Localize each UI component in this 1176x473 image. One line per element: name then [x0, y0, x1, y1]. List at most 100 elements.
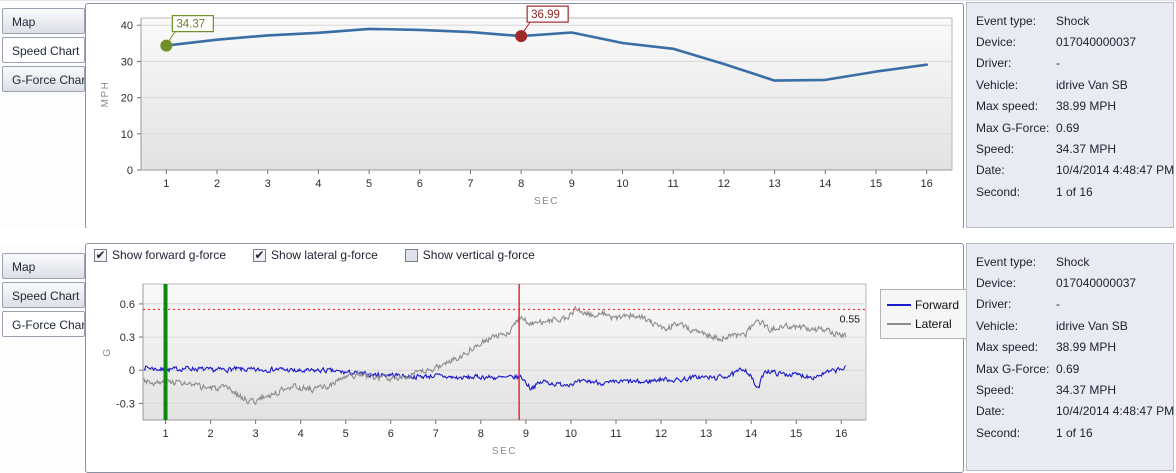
forward-gforce-line [143, 365, 847, 391]
info-label: Speed: [976, 142, 1015, 157]
svg-text:4: 4 [298, 428, 304, 440]
info-value: 1 of 16 [1056, 184, 1093, 199]
show-vertical-gforce-toggle[interactable]: Show vertical g-force [404, 248, 535, 262]
top-tab-map[interactable]: Map [2, 8, 85, 34]
checkbox-vertical-label: Show vertical g-force [422, 248, 535, 262]
info-label: Event type: [976, 254, 1037, 269]
info-row: Driver: - [976, 53, 1173, 74]
info-value: Shock [1056, 254, 1090, 269]
svg-text:2: 2 [208, 428, 214, 440]
top-tab-speed-chart[interactable]: Speed Chart [2, 37, 85, 63]
x-axis-label: SEC [492, 446, 517, 457]
top-tab-gforce-chart[interactable]: G-Force Chart [2, 66, 85, 92]
info-row: Max speed: 38.99 MPH [976, 96, 1173, 117]
info-row: Driver: - [976, 294, 1173, 315]
info-value: 017040000037 [1056, 276, 1137, 291]
info-row: Event type: Shock [976, 10, 1173, 31]
checkbox-forward-label: Show forward g-force [112, 248, 227, 262]
info-value: - [1056, 297, 1060, 312]
checkbox-vertical-icon[interactable] [404, 248, 418, 262]
svg-text:15: 15 [870, 178, 882, 190]
marker-label-box [171, 15, 214, 33]
svg-text:20: 20 [121, 93, 133, 105]
info-label: Max speed: [976, 99, 1039, 114]
gforce-chart[interactable]: -0.300.30.61 2 3 4 5 6 7 8 9 10 11 12 13 14 15 16SECG0.… [86, 270, 961, 470]
y-axis-label: G [102, 347, 113, 356]
svg-text:3: 3 [253, 428, 259, 440]
gforce-chart-panel: ✔ Show forward g-force ✔ Show lateral g-… [85, 243, 972, 473]
info-row: Date: 10/4/2014 4:48:47 PM [976, 401, 1175, 422]
svg-text:11: 11 [610, 428, 621, 440]
info-value: - [1056, 56, 1060, 71]
svg-text:10: 10 [616, 178, 628, 190]
info-label: Second: [976, 184, 1021, 199]
legend-item-forward: Forward [887, 295, 967, 314]
info-value: 017040000037 [1056, 35, 1137, 50]
svg-text:1: 1 [163, 178, 169, 190]
checkbox-forward-icon[interactable]: ✔ [94, 247, 107, 262]
svg-text:5: 5 [366, 178, 372, 190]
speed-line [165, 27, 929, 82]
info-value: 10/4/2014 4:48:47 PM [1056, 163, 1175, 178]
svg-text:14: 14 [745, 428, 757, 440]
checkbox-lateral-label: Show lateral g-force [271, 248, 378, 262]
forward-line-sample-icon [887, 303, 911, 306]
svg-text:9: 9 [569, 178, 575, 190]
svg-text:14: 14 [819, 178, 831, 190]
info-label: Date: [976, 404, 1005, 419]
svg-text:13: 13 [700, 428, 712, 440]
checkbox-lateral-icon[interactable]: ✔ [253, 247, 267, 262]
svg-text:40: 40 [121, 20, 133, 32]
svg-text:7: 7 [467, 178, 473, 190]
info-label: Max G-Force: [976, 361, 1050, 376]
info-value: 1 of 16 [1056, 425, 1093, 440]
svg-text:8: 8 [478, 428, 484, 440]
plot-area [140, 17, 953, 171]
svg-text:0: 0 [127, 165, 133, 177]
gforce-legend: Forward Lateral [880, 289, 972, 339]
info-row: Max speed: 38.99 MPH [976, 337, 1173, 358]
svg-text:16: 16 [835, 428, 847, 440]
svg-text:15: 15 [790, 428, 802, 440]
marker-label: 36.99 [531, 9, 560, 21]
info-row: Second: 1 of 16 [976, 422, 1173, 443]
svg-text:30: 30 [121, 56, 133, 68]
info-row: Device: 017040000037 [976, 31, 1173, 52]
show-forward-gforce-toggle[interactable]: ✔ Show forward g-force [94, 248, 226, 262]
info-value: 38.99 MPH [1056, 340, 1117, 355]
info-row: Vehicle: idrive Van SB [976, 74, 1173, 95]
svg-text:12: 12 [655, 428, 667, 440]
bottom-tab-gforce-chart[interactable]: G-Force Chart [2, 311, 85, 337]
info-value: 34.37 MPH [1056, 383, 1117, 398]
x-axis-label: SEC [534, 196, 559, 207]
svg-text:0.3: 0.3 [120, 332, 135, 344]
info-row: Event type: Shock [976, 251, 1173, 272]
svg-text:8: 8 [518, 178, 524, 190]
info-row: Max G-Force: 0.69 [976, 358, 1173, 379]
threshold-label: 0.55 [840, 313, 861, 325]
event-info-panel-bottom: Event type: Shock Device: 017040000037 Drive… [966, 243, 1174, 471]
info-value: 38.99 MPH [1056, 99, 1117, 114]
y-axis-label: MPH [100, 81, 111, 108]
svg-text:5: 5 [343, 428, 349, 440]
info-value: Shock [1056, 13, 1090, 28]
speed-chart-section: Map Speed Chart G-Force Chart 0 10 20 30 40 1… [0, 0, 1176, 229]
svg-text:11: 11 [668, 178, 679, 190]
bottom-tab-strip: Map Speed Chart G-Force Chart [0, 253, 85, 340]
info-row: Date: 10/4/2014 4:48:47 PM [976, 160, 1175, 181]
svg-text:10: 10 [121, 129, 133, 141]
info-label: Second: [976, 425, 1021, 440]
info-value: 10/4/2014 4:48:47 PM [1056, 404, 1175, 419]
show-lateral-gforce-toggle[interactable]: ✔ Show lateral g-force [253, 248, 378, 262]
speed-chart-panel: 0 10 20 30 40 1 2 3 4 5 6 7 8 9 10 11 12 13 14 15 16 SEC MPH 34… [85, 3, 964, 229]
bottom-tab-speed-chart[interactable]: Speed Chart [2, 282, 85, 308]
info-label: Vehicle: [976, 77, 1019, 92]
marker-label-box [526, 5, 569, 23]
svg-text:6: 6 [417, 178, 423, 190]
event-info-panel-top: Event type: Shock Device: 017040000037 Drive… [966, 2, 1174, 228]
gforce-options-row: ✔ Show forward g-force ✔ Show lateral g-… [94, 248, 535, 262]
bottom-tab-map[interactable]: Map [2, 253, 85, 279]
svg-text:0.6: 0.6 [120, 299, 135, 311]
marker-label: 34.37 [176, 19, 205, 31]
